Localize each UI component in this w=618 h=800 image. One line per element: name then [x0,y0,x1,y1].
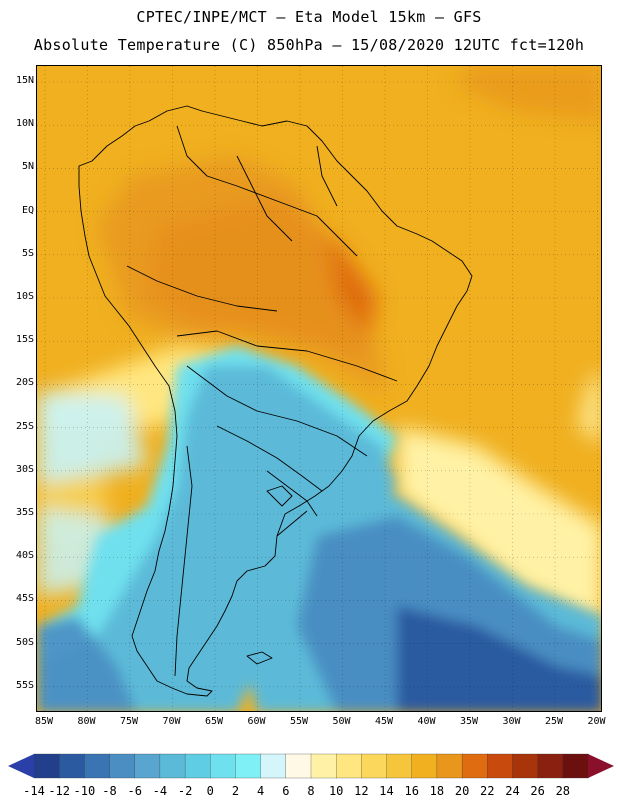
colorbar-high-extend-arrow [588,754,614,778]
lon-label: 50W [332,716,351,727]
colorbar-swatch [210,753,237,779]
lat-label: EQ [21,204,34,216]
lon-label: 35W [459,716,479,727]
lon-label: 75W [119,716,139,727]
temperature-field [37,66,601,711]
colorbar-swatch [285,753,312,779]
lon-label: 40W [417,716,436,727]
lat-label: 50S [15,636,34,648]
colorbar-swatch [386,753,413,779]
colorbar-tick-label: 0 [206,784,214,798]
lon-label: 80W [77,716,96,727]
colorbar-tick-label: 4 [257,784,265,798]
colorbar-tick-label: 28 [555,784,571,798]
lat-label: 45S [15,593,34,605]
colorbar-tick-label: 18 [429,784,445,798]
map-canvas [37,66,601,711]
lat-label: 15S [15,334,34,346]
colorbar-tick-label: -8 [102,784,117,798]
colorbar-swatch [109,753,136,779]
colorbar-tick-label: 24 [505,784,520,798]
colorbar-swatch [562,753,589,779]
colorbar-tick-label: -14 [23,784,45,798]
colorbar-tick-label: -10 [73,784,96,798]
colorbar-swatch [33,753,60,779]
lat-label: 55S [15,679,34,691]
lat-label: 10S [15,291,34,302]
colorbar [8,753,614,779]
lat-label: 5N [21,161,34,173]
colorbar-swatch [512,753,539,779]
colorbar-tick-label: 22 [480,784,495,798]
lat-label: 5S [21,247,34,259]
colorbar-tick-label: 8 [307,784,315,798]
colorbar-swatch [134,753,161,779]
colorbar-swatch [461,753,488,779]
lat-label: 25S [15,420,34,432]
colorbar-swatch [537,753,564,779]
colorbar-low-extend-arrow [8,754,34,778]
colorbar-swatch [411,753,438,779]
lon-label: 45W [374,716,394,727]
lon-label: 20W [587,716,606,727]
colorbar-tick-label: 26 [530,784,545,798]
lat-label: 15N [15,75,34,86]
colorbar-tick-label: -2 [177,784,193,798]
country-borders [78,105,473,697]
lon-label: 85W [34,716,54,727]
colorbar-tick-label: 14 [379,784,394,798]
lat-label: 40S [15,550,34,562]
temperature-map [36,65,602,712]
lon-label: 30W [502,716,521,727]
colorbar-swatch [260,753,287,779]
lat-label: 20S [15,377,34,389]
lat-label: 10N [15,118,34,130]
colorbar-swatch [487,753,514,779]
lon-label: 55W [289,716,309,727]
colorbar-swatches [33,753,589,779]
colorbar-swatch [184,753,211,779]
colorbar-tick-label: 12 [354,784,369,798]
colorbar-tick-label: -6 [127,784,142,798]
colorbar-tick-label: 20 [454,784,470,798]
colorbar-tick-label: 10 [328,784,344,798]
colorbar-swatch [159,753,186,779]
colorbar-swatch [436,753,463,779]
map-title-line2: Absolute Temperature (C) 850hPa – 15/08/… [33,36,585,54]
colorbar-swatch [310,753,337,779]
colorbar-swatch [235,753,262,779]
lat-label: 30S [15,463,34,475]
lon-label: 65W [204,716,224,727]
colorbar-tick-label: -12 [48,784,71,798]
lon-label: 60W [247,716,266,727]
colorbar-tick-label: 6 [282,784,290,798]
map-title-line1: CPTEC/INPE/MCT – Eta Model 15km – GFS [136,8,482,26]
lat-label: 35S [15,507,34,518]
lon-label: 25W [544,716,564,727]
colorbar-swatch [336,753,363,779]
colorbar-swatch [84,753,111,779]
colorbar-swatch [361,753,388,779]
colorbar-tick-label: -4 [152,784,168,798]
lon-label: 70W [162,716,181,727]
colorbar-tick-label: 2 [231,784,240,798]
colorbar-swatch [59,753,86,779]
colorbar-tick-label: 16 [404,784,419,798]
